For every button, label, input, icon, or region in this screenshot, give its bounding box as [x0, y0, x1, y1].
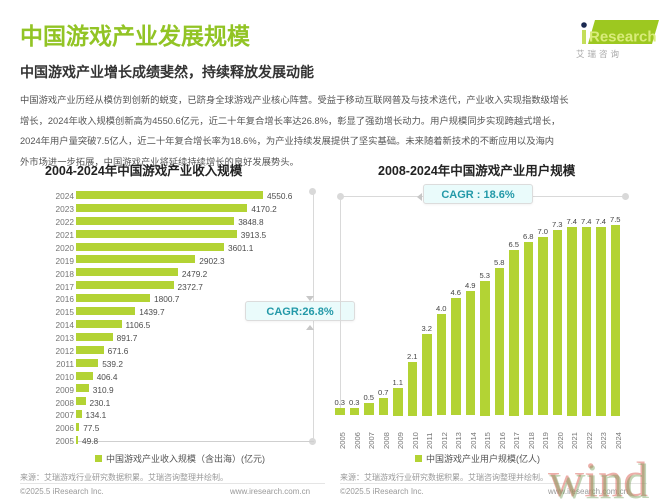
svg-text:Research: Research: [589, 29, 657, 46]
